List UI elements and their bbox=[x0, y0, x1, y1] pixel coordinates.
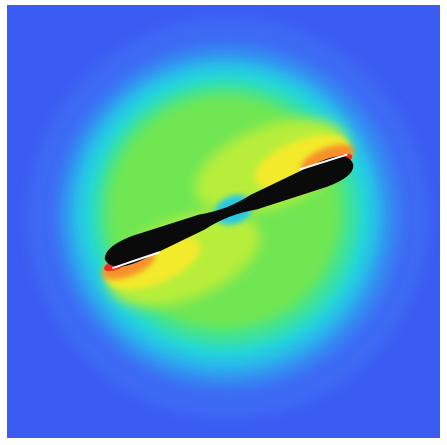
blade-edge bbox=[299, 153, 348, 171]
field bbox=[7, 5, 440, 438]
wake-regions bbox=[102, 119, 354, 307]
blade-edge bbox=[112, 251, 161, 270]
blade bbox=[104, 156, 354, 267]
